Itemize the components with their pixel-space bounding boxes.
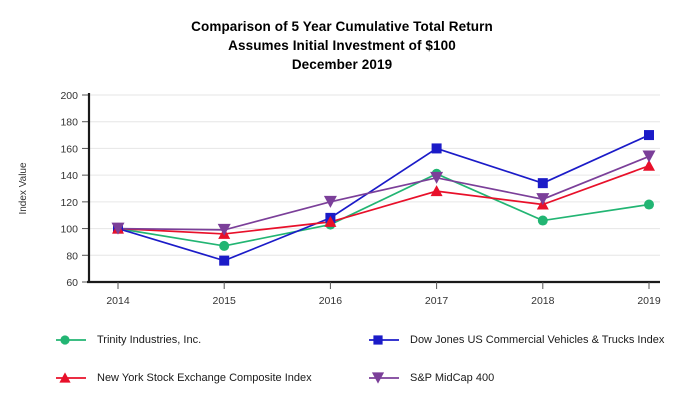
data-point-triangle-down <box>642 150 656 163</box>
x-tick-label: 2018 <box>531 295 555 307</box>
data-point-triangle-down <box>217 223 231 236</box>
data-point-triangle-up <box>430 185 443 197</box>
legend-item-0[interactable]: Trinity Industries, Inc. <box>56 331 201 349</box>
data-point-triangle-up <box>643 159 655 171</box>
series-line-1 <box>117 134 650 262</box>
chart-title-line-1: Comparison of 5 Year Cumulative Total Re… <box>191 19 493 34</box>
chart-title-line-2: Assumes Initial Investment of $100 <box>228 38 456 53</box>
data-point-triangle-down <box>430 171 444 184</box>
y-tick-label: 100 <box>60 224 78 236</box>
legend-item-3[interactable]: S&P MidCap 400 <box>369 369 494 387</box>
series-line-0 <box>117 172 650 247</box>
data-point-triangle-down <box>536 193 550 206</box>
y-tick-label: 140 <box>60 170 78 182</box>
y-tick-label: 120 <box>60 197 78 209</box>
y-tick-label: 200 <box>60 90 78 102</box>
y-tick-label: 80 <box>66 250 78 262</box>
x-tick-label: 2017 <box>425 295 449 307</box>
data-point-triangle-up <box>59 372 71 383</box>
legend-label-2: New York Stock Exchange Composite Index <box>97 371 312 384</box>
series-line-2 <box>117 164 650 235</box>
data-point-triangle-down <box>323 195 337 208</box>
chart-title: Comparison of 5 Year Cumulative Total Re… <box>0 17 684 74</box>
x-tick-label: 2016 <box>319 295 343 307</box>
series-line-3 <box>117 155 650 231</box>
legend-label-0: Trinity Industries, Inc. <box>97 333 202 346</box>
x-tick-label: 2015 <box>213 295 237 307</box>
data-point-square <box>644 130 654 141</box>
line-chart-svg: 60 80 100 120 140 160 180 200 2014 2015 2016 2017 20… <box>18 90 661 307</box>
data-point-circle <box>60 335 70 345</box>
y-tick-label: 180 <box>60 117 78 129</box>
legend-marker-triangle-up-icon <box>56 372 86 383</box>
x-tick-label: 2019 <box>637 295 661 307</box>
data-point-triangle-down <box>371 372 385 384</box>
data-point-square <box>373 335 383 345</box>
chart-legend: Trinity Industries, Inc. Dow Jones US Co… <box>56 331 676 393</box>
data-point-square <box>431 143 442 154</box>
data-point-square <box>219 255 230 266</box>
data-point-square <box>537 178 548 189</box>
y-axis-title: Index Value <box>18 162 29 215</box>
legend-item-1[interactable]: Dow Jones US Commercial Vehicles & Truck… <box>369 331 664 349</box>
data-point-circle <box>537 215 548 226</box>
y-tick-label: 160 <box>60 143 78 155</box>
data-point-circle <box>644 199 654 210</box>
legend-label-1: Dow Jones US Commercial Vehicles & Truck… <box>410 333 665 346</box>
chart-plot-area: 60 80 100 120 140 160 180 200 2014 2015 2016 2017 20… <box>0 85 684 310</box>
legend-marker-circle-icon <box>56 335 86 345</box>
y-tick-label: 60 <box>66 277 78 289</box>
data-point-triangle-down <box>111 222 125 235</box>
legend-item-2[interactable]: New York Stock Exchange Composite Index <box>56 369 312 387</box>
data-point-circle <box>219 240 230 251</box>
legend-marker-square-icon <box>369 335 399 345</box>
data-point-triangle-up <box>324 215 337 227</box>
legend-label-3: S&P MidCap 400 <box>410 371 495 384</box>
x-tick-label: 2014 <box>106 295 130 307</box>
legend-marker-triangle-down-icon <box>369 372 399 384</box>
chart-title-line-3: December 2019 <box>291 57 393 72</box>
